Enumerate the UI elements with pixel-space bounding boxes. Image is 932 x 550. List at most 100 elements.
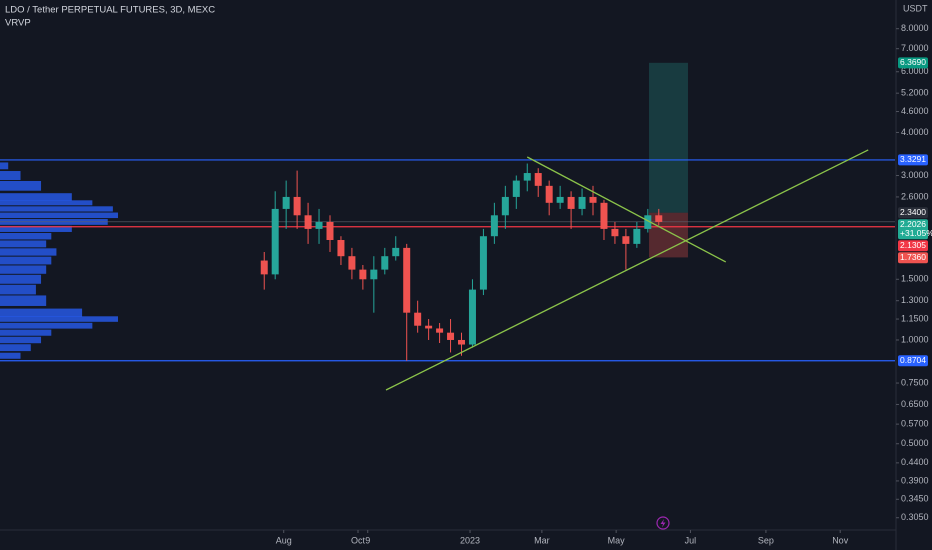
- volume-bar: [0, 212, 118, 219]
- y-tick-label: 0.4400: [901, 457, 929, 467]
- candle-body: [359, 269, 367, 280]
- y-tick-label: 1.3000: [901, 295, 929, 305]
- x-tick-label: Aug: [276, 535, 292, 545]
- candle-body: [458, 339, 466, 345]
- candle-body: [370, 269, 378, 280]
- volume-bar: [0, 322, 93, 329]
- candle-body: [611, 228, 619, 237]
- x-tick-label: 9: [365, 535, 370, 545]
- candle-body: [436, 328, 444, 333]
- y-tick-label: 0.3050: [901, 512, 929, 522]
- volume-bar: [0, 316, 118, 322]
- candle-body: [655, 215, 663, 222]
- x-tick-label: Nov: [832, 535, 849, 545]
- candle-body: [622, 236, 630, 244]
- y-tick-label: 3.0000: [901, 170, 929, 180]
- candle-body: [260, 260, 268, 275]
- volume-bar: [0, 248, 57, 256]
- volume-bar: [0, 240, 47, 248]
- price-tag: [898, 154, 928, 166]
- x-tick-label: 2023: [460, 535, 480, 545]
- candle-body: [567, 196, 575, 209]
- candle-body: [326, 221, 334, 241]
- x-tick-label: May: [608, 535, 626, 545]
- trendline: [385, 149, 869, 391]
- currency-label: USDT: [903, 3, 928, 13]
- candle-body: [556, 196, 564, 203]
- candle-body: [403, 247, 411, 313]
- price-tag: [898, 57, 928, 69]
- candle-body: [282, 196, 290, 209]
- candle-body: [447, 332, 455, 340]
- price-tag-label: 2.2026: [900, 219, 926, 229]
- stop-zone: [649, 212, 688, 258]
- y-tick-label: 8.0000: [901, 23, 929, 33]
- chart-title: LDO / Tether PERPETUAL FUTURES, 3D, MEXC: [5, 5, 215, 16]
- volume-bar: [0, 336, 42, 344]
- price-tag: [898, 355, 928, 367]
- candle-body: [337, 240, 345, 257]
- volume-bar: [0, 352, 21, 359]
- y-tick-label: 0.3900: [901, 475, 929, 485]
- x-tick-label: Oct: [351, 535, 366, 545]
- candle-body: [293, 196, 301, 216]
- candle-body: [348, 256, 356, 270]
- price-tag: [898, 252, 928, 264]
- plot-area: [0, 62, 895, 391]
- x-tick-label: Sep: [758, 535, 774, 545]
- price-tag-label: 1.7360: [900, 252, 926, 262]
- candle-body: [523, 173, 531, 181]
- y-tick-label: 0.5000: [901, 438, 929, 448]
- volume-bar: [0, 171, 21, 181]
- candle-body: [490, 215, 498, 237]
- volume-bar: [0, 295, 47, 306]
- y-tick-label: 5.2000: [901, 88, 929, 98]
- price-tag-label: 0.8704: [900, 355, 926, 365]
- price-tag-label: 2.1305: [900, 240, 926, 250]
- y-tick-label: 4.0000: [901, 127, 929, 137]
- y-tick-label: 0.6500: [901, 399, 929, 409]
- price-tag-label: 6.3690: [900, 57, 926, 67]
- price-tag-label: +31.05%: [900, 228, 932, 238]
- volume-bar: [0, 232, 52, 240]
- volume-bar: [0, 256, 52, 265]
- x-tick-label: Jul: [685, 535, 697, 545]
- volume-bar: [0, 344, 31, 352]
- volume-bar: [0, 180, 42, 191]
- y-tick-label: 0.5700: [901, 418, 929, 428]
- candle-body: [512, 180, 520, 197]
- volume-bar: [0, 206, 113, 212]
- candle-body: [304, 215, 312, 229]
- price-tag: [898, 207, 928, 219]
- volume-bar: [0, 284, 36, 295]
- candle-body: [534, 173, 542, 186]
- y-tick-label: 1.0000: [901, 334, 929, 344]
- candle-body: [414, 312, 422, 326]
- volume-bar: [0, 162, 9, 170]
- volume-bar: [0, 329, 52, 336]
- candle-body: [633, 228, 641, 244]
- y-tick-label: 6.0000: [901, 66, 929, 76]
- y-tick-label: 1.5000: [901, 274, 929, 284]
- candle-body: [578, 196, 586, 209]
- candle-body: [644, 215, 652, 229]
- volume-bar: [0, 265, 47, 274]
- price-tag: [898, 240, 928, 252]
- candle-body: [600, 202, 608, 229]
- x-tick-label: Mar: [534, 535, 550, 545]
- candle-body: [381, 256, 389, 270]
- price-tag: [898, 219, 928, 240]
- candle-body: [315, 221, 323, 229]
- indicator-name: VRVP: [5, 18, 31, 29]
- y-tick-label: 2.6000: [901, 191, 929, 201]
- price-tag-label: 2.3400: [900, 207, 926, 217]
- candle-body: [271, 208, 279, 275]
- bolt-icon[interactable]: [656, 516, 670, 530]
- candle-body: [392, 247, 400, 257]
- y-tick-label: 1.1500: [901, 313, 929, 323]
- volume-bar: [0, 308, 83, 317]
- candle-body: [545, 185, 553, 203]
